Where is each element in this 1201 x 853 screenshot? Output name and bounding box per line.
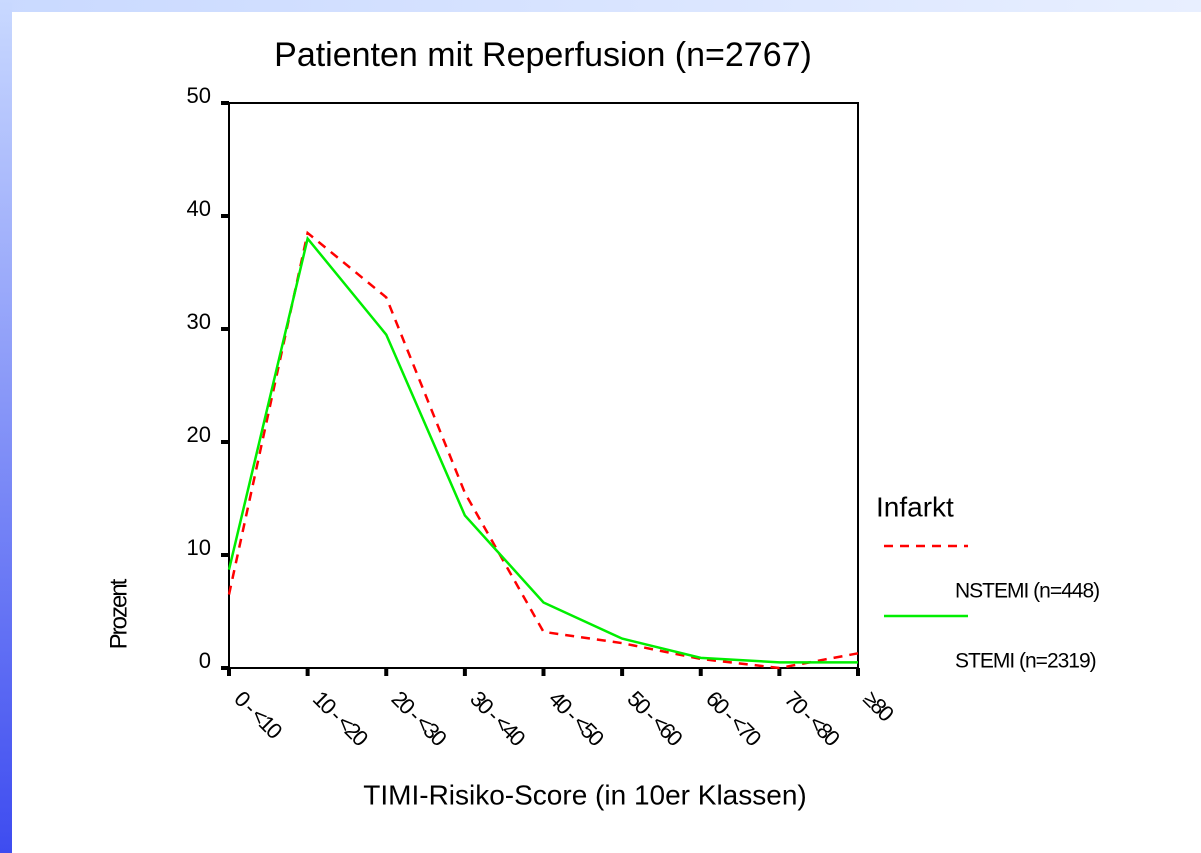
x-tick-label: 0 - <10 — [229, 686, 287, 744]
series-line — [227, 235, 858, 664]
plot-frame — [228, 102, 859, 669]
y-tick-label: 30 — [187, 309, 211, 334]
top-band — [0, 0, 1201, 12]
y-tick-label: 10 — [187, 535, 211, 560]
series-line — [227, 230, 859, 670]
x-axis-label: TIMI-Risiko-Score (in 10er Klassen) — [363, 779, 806, 810]
legend-title: Infarkt — [876, 491, 954, 522]
x-tick-label: 50 - <60 — [622, 686, 687, 751]
y-axis-label: Prozent — [105, 578, 132, 649]
legend-label: NSTEMI (n=448) — [955, 580, 1099, 603]
x-tick-label: 30 - <40 — [465, 686, 530, 751]
y-tick-label: 40 — [187, 196, 211, 221]
y-tick-label: 50 — [187, 83, 211, 108]
x-tick-label: 20 - <30 — [387, 686, 452, 751]
y-tick-label: 20 — [187, 422, 211, 447]
x-tick-label: 10 - <20 — [308, 686, 373, 751]
chart-title: Patienten mit Reperfusion (n=2767) — [274, 36, 812, 74]
x-tick-label: 40 - <50 — [544, 686, 609, 751]
x-tick-label: 70 - <80 — [780, 686, 845, 751]
y-tick-label: 0 — [199, 648, 211, 673]
x-tick-label: ≥80 — [858, 686, 899, 727]
left-band — [0, 0, 12, 853]
legend-label: STEMI (n=2319) — [955, 650, 1096, 673]
x-tick-label: 60 - <70 — [701, 686, 766, 751]
